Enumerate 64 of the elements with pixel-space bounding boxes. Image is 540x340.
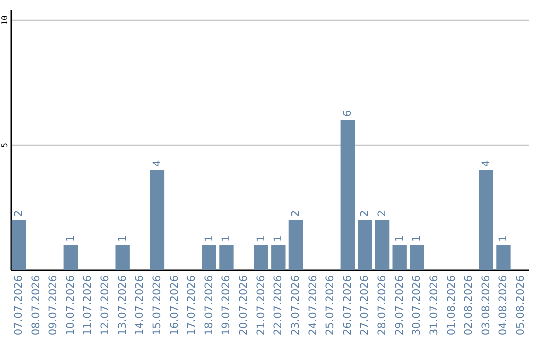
x-tick-label: 19.07.2026 [220,275,233,336]
bar [64,245,78,270]
bar [392,245,407,270]
data-label: 1 [64,235,77,242]
x-tick-label: 04.08.2026 [498,275,510,336]
data-label: 1 [272,235,285,242]
data-label: 1 [394,235,406,242]
data-label: 1 [255,235,268,242]
bar [150,170,165,270]
bar [220,245,234,270]
data-label: 1 [220,235,233,242]
x-tick-label: 27.07.2026 [359,275,372,336]
x-tick-label: 25.07.2026 [324,275,337,336]
bar [288,220,304,270]
x-tick-label: 12.07.2026 [100,275,112,336]
data-label: 2 [290,210,302,217]
x-tick-label: 22.07.2026 [272,275,285,336]
bar [496,245,511,270]
x-tick-label: 17.07.2026 [186,275,198,336]
x-tick-label: 18.07.2026 [203,275,216,336]
x-tick-label: 30.07.2026 [411,275,424,336]
bar [116,245,130,270]
data-label: 1 [411,235,424,242]
bar [340,120,356,270]
x-tick-label: 20.07.2026 [238,275,250,336]
data-label: 1 [116,235,129,242]
x-tick-label: 09.07.2026 [48,275,60,336]
data-label: 1 [498,235,510,242]
bar [410,245,424,270]
bar [358,220,372,270]
x-tick-label: 11.07.2026 [82,275,94,336]
bar [12,220,26,270]
x-tick-label: 13.07.2026 [116,275,129,336]
x-tick-label: 26.07.2026 [342,275,354,336]
x-tick-label: 23.07.2026 [290,275,302,336]
y-tick-label: 10 [0,16,10,26]
data-label: 2 [12,210,25,217]
x-tick-label: 05.08.2026 [515,275,528,336]
x-tick-label: 10.07.2026 [64,275,77,336]
x-tick-label: 31.07.2026 [428,275,440,336]
data-label: 4 [480,160,492,167]
bar [272,245,286,270]
x-tick-label: 15.07.2026 [151,275,164,336]
x-tick-label: 28.07.2026 [376,275,389,336]
x-tick-label: 16.07.2026 [168,275,181,336]
y-tick-label: 5 [0,142,10,148]
x-tick-label: 14.07.2026 [134,275,146,336]
data-label: 2 [359,210,372,217]
bar [479,170,494,270]
data-label: 6 [342,110,354,117]
x-tick-label: 29.07.2026 [394,275,406,336]
x-tick-label: 03.08.2026 [480,275,492,336]
data-label: 4 [151,160,164,167]
bar [202,245,217,270]
x-tick-label: 02.08.2026 [463,275,476,336]
data-label: 1 [203,235,216,242]
x-tick-label: 08.07.2026 [30,275,42,336]
bar [375,220,390,270]
x-tick-label: 07.07.2026 [12,275,25,336]
bar [254,245,268,270]
data-label: 2 [376,210,389,217]
x-tick-label: 24.07.2026 [307,275,320,336]
x-tick-label: 21.07.2026 [255,275,268,336]
x-tick-label: 01.08.2026 [446,275,458,336]
